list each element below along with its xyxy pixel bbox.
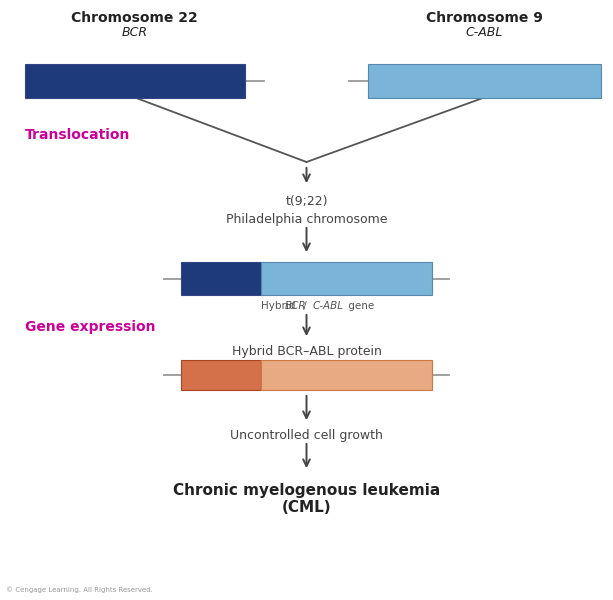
Text: Hybrid: Hybrid bbox=[261, 301, 299, 311]
Text: Translocation: Translocation bbox=[25, 128, 130, 142]
Bar bbox=[261, 262, 432, 295]
Text: Chromosome 9: Chromosome 9 bbox=[426, 11, 543, 25]
Text: Chronic myelogenous leukemia
(CML): Chronic myelogenous leukemia (CML) bbox=[173, 483, 440, 515]
Text: Hybrid BCR–ABL protein: Hybrid BCR–ABL protein bbox=[232, 344, 381, 358]
Text: /: / bbox=[300, 301, 310, 311]
Bar bbox=[181, 360, 261, 390]
Bar bbox=[368, 64, 601, 97]
Bar bbox=[25, 64, 245, 97]
Text: BCR: BCR bbox=[285, 301, 306, 311]
Text: t(9;22): t(9;22) bbox=[285, 194, 328, 208]
Text: gene: gene bbox=[345, 301, 374, 311]
Text: Chromosome 22: Chromosome 22 bbox=[72, 11, 198, 25]
Text: © Cengage Learning. All Rights Reserved.: © Cengage Learning. All Rights Reserved. bbox=[6, 586, 153, 593]
Text: BCR: BCR bbox=[122, 26, 148, 40]
Text: Gene expression: Gene expression bbox=[25, 320, 155, 334]
Text: Philadelphia chromosome: Philadelphia chromosome bbox=[226, 212, 387, 226]
Text: C-ABL: C-ABL bbox=[466, 26, 503, 40]
Bar bbox=[181, 262, 261, 295]
Bar bbox=[261, 360, 432, 390]
Text: C-ABL: C-ABL bbox=[313, 301, 344, 311]
Text: Uncontrolled cell growth: Uncontrolled cell growth bbox=[230, 428, 383, 442]
